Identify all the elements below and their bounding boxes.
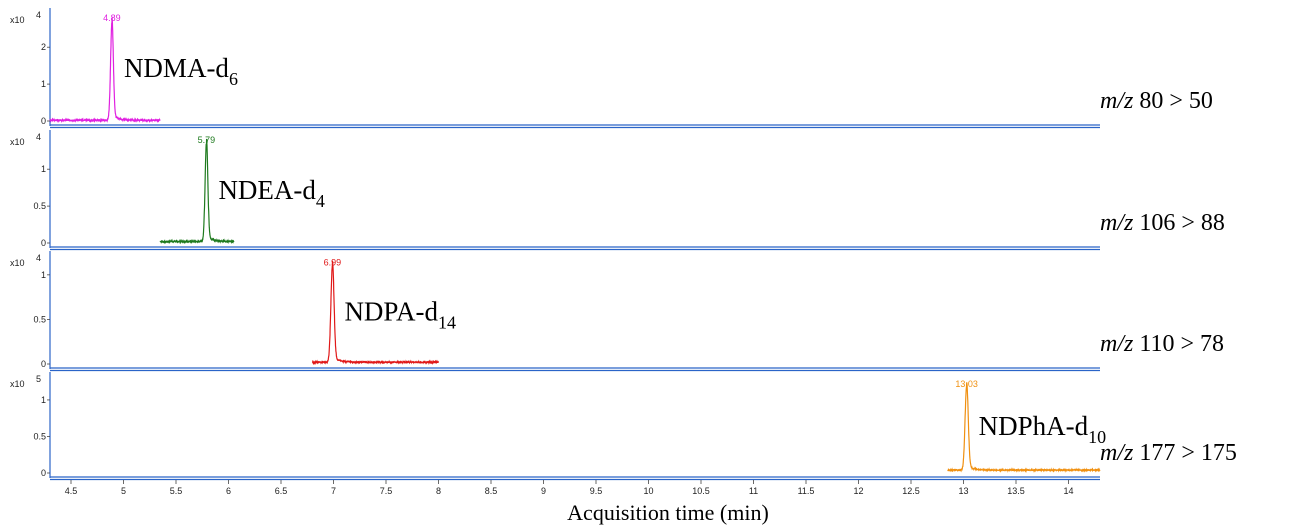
y-tick-label: 0.5 (33, 314, 46, 324)
y-tick-label: 1 (41, 79, 46, 89)
compound-label: NDPhA-d10 (979, 411, 1107, 447)
peak-rt-label: 4.89 (103, 13, 121, 23)
x-tick-label: 13 (958, 486, 968, 496)
x-tick-label: 8.5 (485, 486, 498, 496)
peak-rt-label: 6.99 (324, 258, 342, 268)
y-tick-label: 0 (41, 468, 46, 478)
y-multiplier: x10 (10, 379, 25, 389)
y-tick-label: 0 (41, 359, 46, 369)
x-tick-label: 7.5 (380, 486, 393, 496)
y-tick-label: 1 (41, 164, 46, 174)
trace-line (947, 382, 1101, 473)
y-tick-label: 0.5 (33, 201, 46, 211)
y-multiplier: x10 (10, 258, 25, 268)
compound-label: NDPA-d14 (344, 297, 456, 333)
y-multiplier-exponent: 5 (36, 374, 41, 384)
x-tick-label: 6 (226, 486, 231, 496)
trace-line (159, 138, 235, 245)
y-multiplier-exponent: 4 (36, 132, 41, 142)
x-tick-label: 5.5 (170, 486, 183, 496)
x-tick-label: 9 (541, 486, 546, 496)
x-tick-label: 10 (643, 486, 653, 496)
y-tick-label: 0.5 (33, 431, 46, 441)
x-tick-label: 9.5 (590, 486, 603, 496)
trace-line (311, 260, 439, 366)
transition-label: m/z 177 > 175 (1100, 440, 1237, 466)
x-tick-label: 4.5 (65, 486, 78, 496)
peak-rt-label: 5.79 (198, 135, 216, 145)
compound-label: NDEA-d4 (218, 175, 324, 211)
panel-2: x10 4 0 0.5 1 5.79 NDEA-d4 m/z 106 > 88 (10, 130, 1225, 251)
panel-3: x10 4 0 0.5 1 6.99 NDPA-d14 m/z 110 > 78 (10, 251, 1224, 372)
compound-label: NDMA-d6 (124, 53, 238, 89)
y-multiplier-exponent: 4 (36, 253, 41, 263)
trace-line (49, 17, 161, 124)
y-tick-label: 1 (41, 395, 46, 405)
x-tick-label: 5 (121, 486, 126, 496)
peak-rt-label: 13.03 (955, 379, 978, 389)
x-axis: 4.5 5 5.5 6 6.5 7 7.5 8 8.5 9 9.5 10 10.5 11 11.5 12 12.… (65, 480, 1074, 496)
x-tick-label: 6.5 (275, 486, 288, 496)
panel-1: x10 4 0 1 2 4.89 NDMA-d6 m/z 80 > 50 (10, 8, 1213, 129)
x-tick-label: 11 (749, 486, 758, 496)
transition-label: m/z 80 > 50 (1100, 88, 1213, 114)
x-tick-label: 12.5 (902, 486, 920, 496)
y-tick-label: 1 (41, 270, 46, 280)
y-tick-label: 2 (41, 42, 46, 52)
transition-label: m/z 110 > 78 (1100, 331, 1224, 357)
y-multiplier: x10 (10, 137, 25, 147)
y-multiplier-exponent: 4 (36, 10, 41, 20)
x-tick-label: 11.5 (798, 486, 815, 496)
transition-label: m/z 106 > 88 (1100, 210, 1225, 236)
x-tick-label: 8 (436, 486, 441, 496)
x-tick-label: 12 (853, 486, 863, 496)
x-tick-label: 10.5 (692, 486, 710, 496)
y-tick-label: 0 (41, 116, 46, 126)
x-tick-label: 13.5 (1007, 486, 1025, 496)
x-tick-label: 7 (331, 486, 336, 496)
x-axis-label: Acquisition time (min) (567, 500, 769, 525)
x-tick-label: 14 (1063, 486, 1073, 496)
y-multiplier: x10 (10, 15, 25, 25)
y-tick-label: 0 (41, 238, 46, 248)
